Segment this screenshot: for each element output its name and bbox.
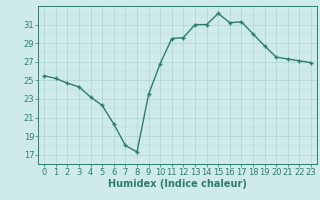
X-axis label: Humidex (Indice chaleur): Humidex (Indice chaleur) [108, 179, 247, 189]
